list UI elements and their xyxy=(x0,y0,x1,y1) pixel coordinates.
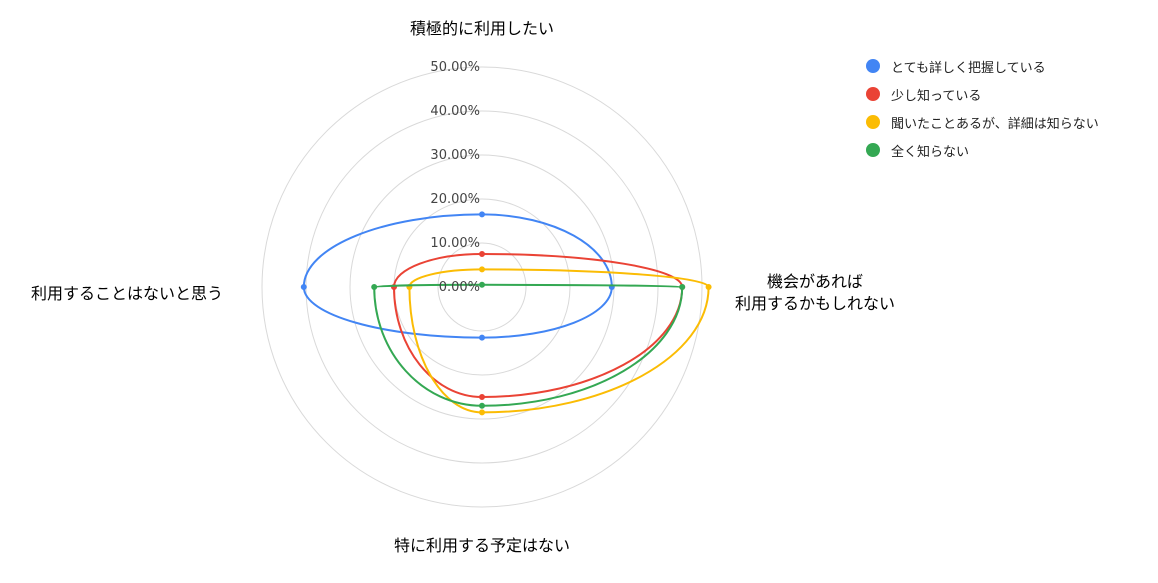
data-point xyxy=(371,284,378,290)
grid-circle xyxy=(261,66,703,508)
legend-marker-icon xyxy=(866,143,880,157)
tick-label: 20.00% xyxy=(430,192,480,207)
data-point xyxy=(479,394,485,400)
legend-marker-icon xyxy=(866,87,880,101)
legend-marker-icon xyxy=(866,59,880,73)
axis-label-line: 機会があれば xyxy=(767,272,863,291)
series-line xyxy=(373,283,684,407)
axis-label: 利用することはないと思う xyxy=(31,284,223,303)
axis-label: 特に利用する予定はない xyxy=(394,536,570,555)
legend-label: 少し知っている xyxy=(891,88,982,104)
tick-label: 30.00% xyxy=(430,148,480,163)
data-point xyxy=(479,251,485,257)
series-line xyxy=(302,213,613,339)
legend-label: 聞いたことあるが、詳細は知らない xyxy=(891,116,1099,132)
legend-item[interactable]: 聞いたことあるが、詳細は知らない xyxy=(866,108,1151,136)
data-point xyxy=(479,409,485,416)
data-point xyxy=(479,334,485,341)
legend-item[interactable]: とても詳しく把握している xyxy=(866,52,1151,80)
tick-label: 50.00% xyxy=(430,60,480,75)
legend-label: 全く知らない xyxy=(891,144,970,160)
tick-label: 40.00% xyxy=(430,104,480,119)
axis-label: 機会があれば利用するかもしれない xyxy=(735,272,895,313)
data-point xyxy=(705,284,712,290)
series-layer xyxy=(300,211,712,416)
data-point xyxy=(679,284,686,290)
data-point xyxy=(300,284,307,290)
data-point xyxy=(479,266,485,273)
tick-label: 10.00% xyxy=(430,236,480,251)
grid-circle xyxy=(437,242,527,332)
legend-marker-icon xyxy=(866,115,880,129)
tick-label: 0.00% xyxy=(439,280,480,295)
legend-label: とても詳しく把握している xyxy=(891,60,1046,76)
axis-label: 積極的に利用したい xyxy=(410,19,554,38)
legend: とても詳しく把握している 少し知っている 聞いたことあるが、詳細は知らない 全く… xyxy=(866,52,1151,164)
data-point xyxy=(479,281,485,288)
legend-item[interactable]: 少し知っている xyxy=(866,80,1151,108)
data-point xyxy=(479,211,485,218)
series-line xyxy=(392,252,684,399)
axis-label-line: 利用するかもしれない xyxy=(735,294,895,313)
tick-label-layer: 0.00% 10.00% 20.00% 30.00% 40.00% 50.00% xyxy=(430,60,480,295)
data-point xyxy=(479,402,485,409)
legend-item[interactable]: 全く知らない xyxy=(866,136,1151,164)
